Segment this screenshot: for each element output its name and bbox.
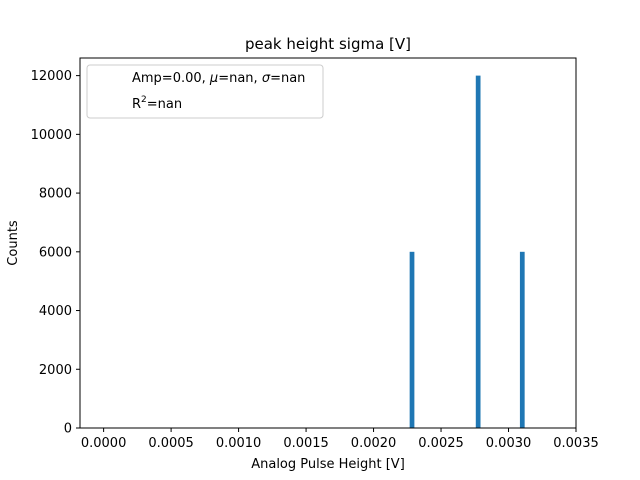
legend-box (86, 64, 324, 119)
legend-entry-r-squared: R2=nan (132, 95, 182, 112)
legend-r-base: R (132, 97, 141, 112)
x-tick-label: 0.0015 (283, 436, 329, 451)
x-axis-label: Analog Pulse Height [V] (251, 457, 405, 472)
x-tick-label: 0.0020 (351, 436, 397, 451)
plot-area (80, 58, 576, 428)
axes-frame (79, 57, 577, 429)
legend-entry-fit-params: Amp=0.00, μ=nan, σ=nan (132, 71, 305, 86)
y-tick-label: 6000 (39, 245, 72, 260)
y-tick-label: 10000 (31, 128, 72, 143)
legend-sigma-value: =nan (270, 71, 305, 86)
x-tick-label: 0.0005 (148, 436, 194, 451)
y-tick-label: 0 (64, 422, 72, 437)
legend-r-rest: =nan (147, 97, 182, 112)
y-tick-label: 2000 (39, 363, 72, 378)
legend-mu-value: =nan, (218, 71, 262, 86)
bars-group (409, 75, 525, 428)
histogram-bar-3 (519, 251, 525, 428)
x-tick-label: 0.0035 (553, 436, 599, 451)
x-tick-label: 0.0030 (486, 436, 532, 451)
x-axis-ticks: 0.0000 0.0005 0.0010 0.0015 0.0020 0.0025 0.00… (81, 428, 599, 451)
x-tick-label: 0.0010 (216, 436, 262, 451)
legend: Amp=0.00, μ=nan, σ=nan R2=nan (86, 64, 324, 119)
y-axis-ticks: 0 2000 4000 6000 8000 10000 12000 (31, 69, 80, 437)
y-tick-label: 8000 (39, 187, 72, 202)
x-tick-label: 0.0000 (81, 436, 127, 451)
histogram-bar-1 (409, 251, 415, 428)
legend-mu-symbol: μ (209, 71, 218, 86)
x-tick-label: 0.0025 (418, 436, 464, 451)
y-axis-label: Counts (6, 220, 21, 266)
y-tick-label: 4000 (39, 304, 72, 319)
legend-r-superscript: 2 (141, 95, 147, 105)
histogram-bar-2 (475, 75, 481, 428)
legend-sigma-symbol: σ (262, 71, 271, 86)
y-tick-label: 12000 (31, 69, 72, 84)
legend-amp-text: Amp=0.00, (132, 71, 210, 86)
chart-title: peak height sigma [V] (245, 35, 411, 53)
